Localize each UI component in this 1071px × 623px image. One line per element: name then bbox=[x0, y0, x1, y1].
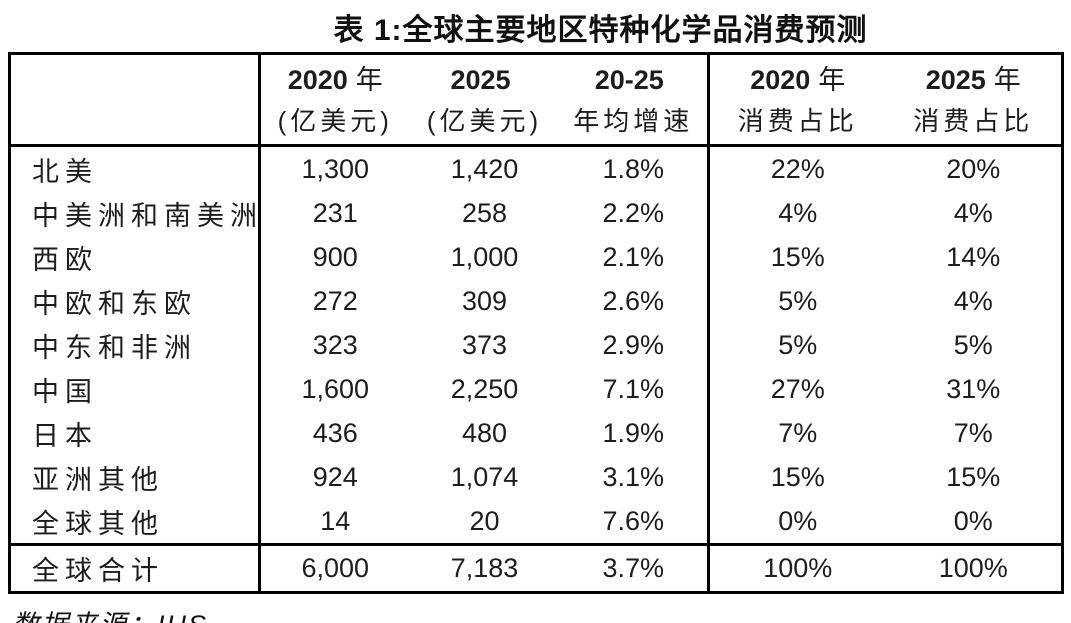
usd-2020: 231 bbox=[258, 191, 410, 235]
header-year-suffix: 年 bbox=[355, 65, 383, 95]
usd-2020: 272 bbox=[258, 279, 410, 323]
table-row: 西欧 900 1,000 2.1% 15% 14% bbox=[10, 235, 1063, 279]
share-2025: 4% bbox=[953, 285, 993, 316]
header-year-2020: 2020 bbox=[750, 65, 811, 95]
share-2020: 5% bbox=[707, 279, 886, 323]
share-2025: 7% bbox=[953, 417, 993, 448]
header-year-2020: 2020 bbox=[287, 65, 348, 95]
share-2025: 14% bbox=[946, 241, 1001, 272]
table-row: 亚洲其他 924 1,074 3.1% 15% 15% bbox=[10, 455, 1063, 499]
header-range-20-25: 20-25 bbox=[594, 65, 664, 95]
header-cagr: 20-25 年均增速 bbox=[559, 53, 709, 147]
data-source-note: 数据来源：IHS bbox=[12, 603, 1071, 623]
usd-2020: 1,600 bbox=[258, 367, 410, 411]
header-unit: (亿美元) bbox=[426, 106, 543, 136]
usd-2025: 7,183 bbox=[409, 543, 560, 593]
usd-2025: 258 bbox=[461, 197, 508, 228]
share-2025: 100% bbox=[885, 543, 1063, 593]
usd-2020: 323 bbox=[258, 323, 410, 367]
usd-2020: 924 bbox=[258, 455, 410, 499]
header-year-suffix: 年 bbox=[993, 65, 1021, 95]
region-name: 西欧 bbox=[32, 244, 98, 275]
region-name: 中美洲和南美洲 bbox=[32, 200, 263, 231]
table-total-row: 全球合计 6,000 7,183 3.7% 100% 100% bbox=[9, 543, 1063, 593]
region-name: 全球合计 bbox=[9, 543, 260, 593]
header-2025-share: 2025 年 消费占比 bbox=[885, 53, 1063, 147]
header-2025-usd: 2025 (亿美元) bbox=[409, 53, 560, 147]
cagr: 2.1% bbox=[602, 241, 665, 272]
share-2020: 7% bbox=[707, 411, 886, 455]
region-name: 全球其他 bbox=[32, 508, 164, 539]
header-row: 2020 年 (亿美元) 2025 (亿美元) 20-25 年均增速 2020 年 … bbox=[9, 53, 1063, 147]
cagr: 1.8% bbox=[602, 153, 665, 184]
table-header: 2020 年 (亿美元) 2025 (亿美元) 20-25 年均增速 2020 年 … bbox=[9, 53, 1063, 147]
header-2020-usd: 2020 年 (亿美元) bbox=[258, 53, 410, 147]
table-row: 全球其他 14 20 7.6% 0% 0% bbox=[10, 499, 1063, 545]
region-name: 中东和非洲 bbox=[32, 332, 197, 363]
table-row: 中美洲和南美洲 231 258 2.2% 4% 4% bbox=[10, 191, 1063, 235]
region-name: 亚洲其他 bbox=[32, 464, 164, 495]
share-2020: 5% bbox=[707, 323, 886, 367]
cagr: 2.2% bbox=[602, 197, 665, 228]
usd-2025: 20 bbox=[469, 505, 500, 536]
share-2020: 15% bbox=[707, 235, 886, 279]
header-cagr-label: 年均增速 bbox=[573, 106, 694, 136]
table-row: 北美 1,300 1,420 1.8% 22% 20% bbox=[10, 145, 1063, 191]
usd-2025: 480 bbox=[461, 417, 508, 448]
usd-2025: 373 bbox=[461, 329, 508, 360]
consumption-forecast-table: 2020 年 (亿美元) 2025 (亿美元) 20-25 年均增速 2020 年 … bbox=[8, 52, 1064, 594]
header-share-label: 消费占比 bbox=[737, 106, 858, 136]
usd-2025: 1,074 bbox=[450, 461, 519, 492]
region-name: 北美 bbox=[32, 156, 98, 187]
region-name: 日本 bbox=[32, 420, 98, 451]
share-2020: 27% bbox=[707, 367, 886, 411]
share-2025: 4% bbox=[953, 197, 993, 228]
table-row: 中国 1,600 2,250 7.1% 27% 31% bbox=[10, 367, 1063, 411]
share-2020: 15% bbox=[707, 455, 886, 499]
share-2025: 31% bbox=[946, 373, 1001, 404]
share-2025: 5% bbox=[953, 329, 993, 360]
usd-2020: 900 bbox=[258, 235, 410, 279]
usd-2020: 14 bbox=[258, 499, 410, 545]
share-2025: 20% bbox=[946, 153, 1001, 184]
usd-2020: 1,300 bbox=[258, 145, 410, 191]
header-unit: (亿美元) bbox=[277, 106, 393, 136]
region-name: 中欧和东欧 bbox=[32, 288, 197, 319]
share-2025: 15% bbox=[946, 461, 1001, 492]
cagr: 1.9% bbox=[602, 417, 665, 448]
cagr: 3.1% bbox=[602, 461, 665, 492]
usd-2025: 2,250 bbox=[450, 373, 519, 404]
table-body: 北美 1,300 1,420 1.8% 22% 20% 中美洲和南美洲 231 … bbox=[9, 145, 1063, 593]
table-row: 中欧和东欧 272 309 2.6% 5% 4% bbox=[10, 279, 1063, 323]
cagr: 3.7% bbox=[559, 543, 709, 593]
header-year-2025: 2025 bbox=[450, 65, 511, 95]
share-2020: 4% bbox=[707, 191, 886, 235]
cagr: 2.9% bbox=[602, 329, 665, 360]
cagr: 7.1% bbox=[602, 373, 665, 404]
usd-2025: 1,000 bbox=[450, 241, 519, 272]
header-year-2025: 2025 bbox=[925, 65, 986, 95]
cagr: 2.6% bbox=[602, 285, 665, 316]
share-2020: 100% bbox=[707, 543, 886, 593]
header-year-suffix: 年 bbox=[818, 65, 846, 95]
cagr: 7.6% bbox=[602, 505, 665, 536]
share-2020: 22% bbox=[707, 145, 886, 191]
region-header-empty bbox=[9, 53, 260, 147]
share-2020: 0% bbox=[707, 499, 886, 545]
usd-2020: 436 bbox=[258, 411, 410, 455]
usd-2020: 6,000 bbox=[258, 543, 410, 593]
usd-2025: 309 bbox=[461, 285, 508, 316]
region-name: 中国 bbox=[32, 376, 98, 407]
share-2025: 0% bbox=[953, 505, 993, 536]
table-title: 表 1:全球主要地区特种化学品消费预测 bbox=[333, 14, 868, 47]
header-2020-share: 2020 年 消费占比 bbox=[707, 53, 886, 147]
header-share-label: 消费占比 bbox=[913, 106, 1034, 136]
table-row: 中东和非洲 323 373 2.9% 5% 5% bbox=[10, 323, 1063, 367]
usd-2025: 1,420 bbox=[450, 153, 519, 184]
table-row: 日本 436 480 1.9% 7% 7% bbox=[10, 411, 1063, 455]
